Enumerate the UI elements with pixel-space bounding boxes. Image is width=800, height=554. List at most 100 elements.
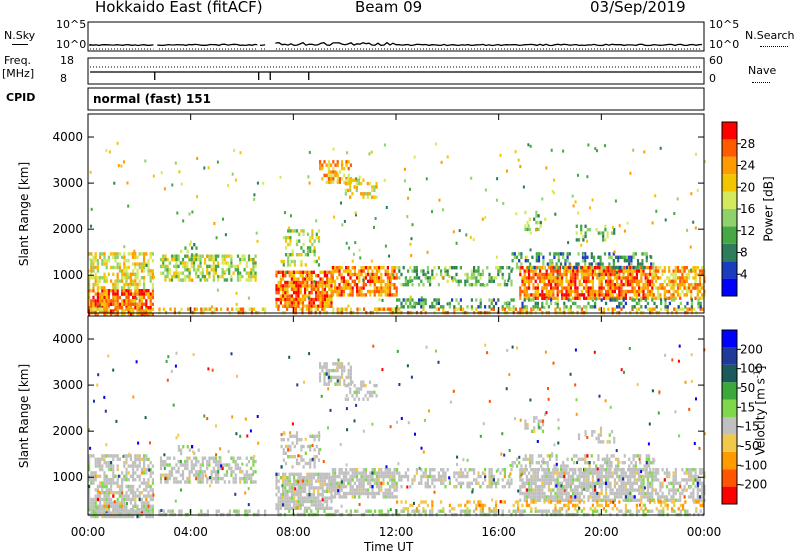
heatmap-cell [407, 283, 410, 287]
heatmap-cell [690, 293, 693, 297]
heatmap-cell [618, 485, 621, 489]
heatmap-cell [125, 478, 128, 482]
heatmap-cell [629, 269, 632, 273]
heatmap-cell [307, 175, 310, 179]
heatmap-cell [625, 255, 629, 259]
heatmap-cell [383, 178, 386, 182]
heatmap-cell [99, 501, 102, 505]
heatmap-cell [239, 261, 242, 265]
heatmap-cell [446, 279, 449, 283]
heatmap-cell [572, 204, 575, 208]
heatmap-cell [287, 259, 290, 264]
heatmap-cell [219, 476, 222, 481]
heatmap-cell [364, 488, 367, 492]
heatmap-cell [364, 474, 367, 479]
heatmap-cell [338, 286, 341, 290]
heatmap-cell [631, 474, 634, 479]
heatmap-cell [309, 239, 312, 243]
heatmap-cell [620, 283, 623, 287]
heatmap-cell [382, 307, 385, 311]
heatmap-cell [437, 474, 440, 479]
heatmap-cell [105, 494, 108, 498]
nsky-trace [89, 41, 703, 47]
heatmap-cell [607, 279, 610, 283]
heatmap-cell [661, 468, 664, 472]
heatmap-cell [232, 470, 235, 474]
heatmap-cell [528, 488, 531, 492]
heatmap-cell [284, 294, 287, 298]
heatmap-cell [94, 494, 97, 498]
heatmap-cell [116, 255, 119, 259]
heatmap-cell [127, 299, 130, 303]
heatmap-cell [393, 481, 396, 485]
heatmap-cell [393, 307, 396, 311]
heatmap-cell [256, 181, 259, 185]
heatmap-cell [554, 296, 557, 300]
heatmap-cell [652, 276, 655, 280]
heatmap-cell [369, 283, 372, 287]
heatmap-cell [90, 276, 93, 280]
heatmap-cell [459, 474, 462, 479]
heatmap-cell [349, 293, 352, 297]
heatmap-cell [123, 259, 126, 263]
heatmap-cell [451, 279, 454, 283]
heatmap-cell [556, 286, 559, 290]
heatmap-cell [241, 257, 244, 262]
heatmap-cell [173, 476, 176, 481]
heatmap-cell [455, 298, 458, 302]
heatmap-cell [334, 173, 337, 178]
heatmap-cell [332, 307, 335, 311]
heatmap-cell [312, 499, 315, 504]
heatmap-cell [663, 478, 666, 482]
heatmap-cell [528, 227, 531, 232]
heatmap-cell [596, 481, 599, 485]
heatmap-cell [334, 488, 337, 492]
heatmap-cell [645, 457, 648, 461]
heatmap-cell [358, 291, 361, 295]
heatmap-cell [291, 229, 294, 233]
heatmap-cell [635, 289, 638, 294]
heatmap-cell [132, 461, 135, 465]
heatmap-cell [435, 272, 438, 277]
heatmap-cell [319, 163, 322, 167]
heatmap-cell [567, 298, 570, 302]
heatmap-cell [598, 286, 601, 290]
heatmap-cell [490, 468, 493, 472]
heatmap-cell [415, 276, 418, 280]
heatmap-cell [452, 230, 455, 234]
heatmap-cell [594, 498, 597, 502]
heatmap-cell [378, 488, 381, 492]
heatmap-cell [217, 274, 220, 279]
heatmap-cell [605, 272, 608, 277]
heatmap-cell [315, 259, 318, 264]
heatmap-cell [228, 254, 231, 258]
heatmap-cell [649, 485, 652, 489]
heatmap-cell [617, 265, 620, 270]
heatmap-cell [420, 305, 423, 309]
heatmap-cell [143, 504, 146, 508]
heatmap-cell [545, 272, 548, 277]
heatmap-cell [118, 491, 121, 495]
heatmap-cell [623, 229, 626, 233]
heatmap-cell [147, 501, 150, 505]
heatmap-cell [118, 265, 121, 270]
heatmap-cell [429, 485, 432, 489]
heatmap-cell [306, 496, 309, 500]
heatmap-cell [250, 271, 253, 275]
heatmap-cell [521, 283, 524, 287]
heatmap-cell [334, 495, 337, 499]
heatmap-cell [616, 279, 619, 283]
heatmap-cell [613, 436, 616, 441]
heatmap-cell [118, 457, 121, 461]
heatmap-cell [426, 481, 429, 485]
heatmap-cell [347, 491, 350, 496]
heatmap-cell [689, 245, 692, 249]
heatmap-cell [645, 461, 648, 465]
heatmap-cell [562, 265, 565, 270]
heatmap-cell [475, 298, 478, 302]
heatmap-cell [668, 279, 671, 283]
heatmap-cell [164, 278, 167, 282]
heatmap-cell [319, 503, 322, 507]
heatmap-cell [338, 289, 341, 294]
heatmap-cell [103, 276, 106, 280]
